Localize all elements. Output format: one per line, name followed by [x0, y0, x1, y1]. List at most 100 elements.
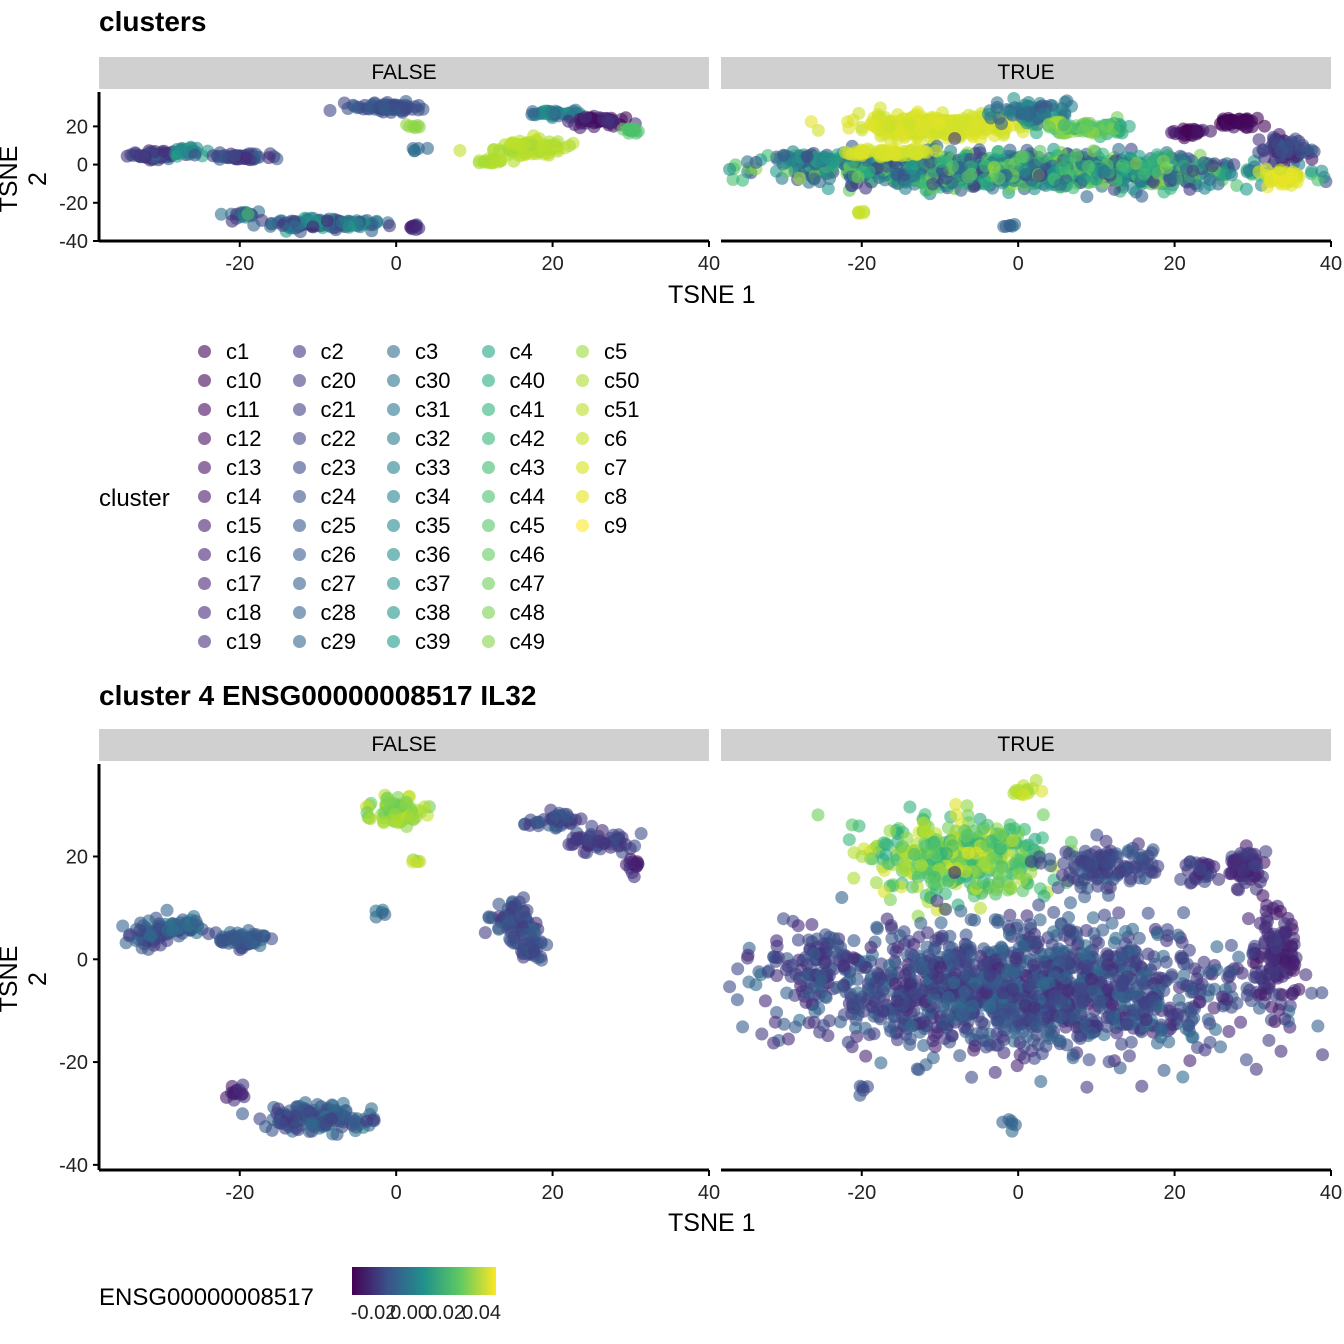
- plot2-true-point: [994, 827, 1008, 841]
- plot2-true-point: [877, 885, 891, 899]
- plot2-false-point: [214, 934, 228, 948]
- plot1-false-point: [365, 224, 379, 238]
- plot2-false-point: [403, 810, 417, 824]
- plot2-true-point: [855, 849, 869, 863]
- plot2-true-point: [919, 825, 932, 839]
- plot2-true-point: [960, 828, 974, 842]
- plot2-true-point: [934, 916, 948, 930]
- plot2-true-point: [1004, 878, 1017, 892]
- plot2-true-point: [1113, 864, 1127, 878]
- plot2-true-point: [907, 938, 921, 951]
- plot2-true-point: [802, 1016, 816, 1030]
- plot2-true-point: [1160, 934, 1174, 948]
- plot1-false-point: [157, 144, 171, 158]
- plot2-true-point: [967, 1043, 981, 1057]
- plot2-false-point: [160, 903, 174, 917]
- plot2-true-point: [1047, 905, 1061, 919]
- plot2-true-point: [1183, 1054, 1197, 1068]
- plot1-x-tick-label: -20: [847, 253, 876, 275]
- plot2-y-tick-label: -40: [59, 1155, 88, 1177]
- plot2-true-point: [1177, 906, 1191, 920]
- plot2-true-point: [974, 901, 987, 915]
- plot2-true-point: [730, 993, 744, 1007]
- plot2-true-point: [1021, 838, 1035, 852]
- plot2-false-points: [116, 788, 648, 1141]
- plot2-true-point: [903, 800, 917, 814]
- plot2-false-point: [492, 897, 506, 911]
- plot1-false-point: [377, 101, 391, 115]
- plot1-false-point: [383, 219, 396, 233]
- plot2-true-point: [1051, 881, 1065, 895]
- plot2-false-point: [569, 833, 583, 847]
- plot2-true-point: [915, 858, 928, 872]
- plot2-true-point: [1044, 859, 1057, 873]
- plot1-false-point: [288, 219, 301, 233]
- plot1-y-tick-label: 20: [66, 116, 88, 138]
- plot2-true-point: [736, 1020, 750, 1034]
- plot2-false-point: [346, 1111, 360, 1125]
- plot2-false-point: [271, 1102, 285, 1116]
- plot2-true-point: [980, 838, 994, 852]
- plot2-y-tick-label: 0: [77, 949, 88, 971]
- plot1-x-tick-label: -20: [225, 253, 254, 275]
- plot2-true-point: [1009, 785, 1023, 799]
- plot1-strip-true: TRUE: [721, 57, 1331, 89]
- plot2-true-point: [961, 846, 975, 860]
- plot2-true-point: [953, 1049, 967, 1063]
- plot2-x-tick-label: 40: [698, 1182, 720, 1204]
- plot1-y-tick-label: -40: [59, 231, 88, 253]
- plot2-false-point: [166, 923, 179, 937]
- plot2-false-point: [364, 812, 377, 826]
- plot2-false-point: [142, 914, 156, 928]
- plot2-true-point: [1180, 957, 1194, 971]
- plot2-y-tick-label: 20: [66, 847, 88, 869]
- plot2-y-tick-label: -20: [59, 1052, 88, 1074]
- plot2-false-point: [250, 928, 264, 942]
- plot2-true-point: [859, 1049, 873, 1063]
- plot2-true-point: [1315, 986, 1329, 1000]
- plot2-true-point: [1059, 845, 1073, 859]
- plot1-false-point: [136, 149, 149, 163]
- plot1-false-point: [348, 99, 362, 113]
- plot2-true-point: [755, 1027, 769, 1041]
- plot1-false-point: [262, 151, 276, 165]
- plot2-true-point: [939, 902, 953, 916]
- plot2-false-point: [232, 1083, 246, 1097]
- plot2-false-point: [527, 944, 541, 958]
- plot2-false-point: [591, 834, 605, 848]
- plot2-false-point: [531, 815, 545, 829]
- plot2-false-point: [360, 1114, 374, 1128]
- plot2-false-point: [517, 904, 531, 918]
- plot2-false-point: [202, 927, 216, 941]
- plot2-true-point: [1190, 972, 1204, 986]
- plot2-false-point: [505, 901, 519, 915]
- plot2-false-point: [406, 855, 420, 869]
- plot1-false-point: [247, 218, 261, 232]
- plot1-title: clusters: [99, 6, 207, 37]
- plot2-true-point: [1079, 858, 1093, 872]
- plot2-true-point: [1047, 925, 1061, 939]
- plot1-x-tick-label: 40: [698, 253, 720, 275]
- plot2-true-point: [1122, 1049, 1136, 1063]
- plot2-true-point: [994, 842, 1008, 856]
- plot1-y-tick-label: 0: [77, 155, 88, 177]
- plot1-x-tick-label: 0: [1013, 253, 1024, 275]
- plot2-true-point: [1091, 879, 1105, 893]
- plot2-true-point: [852, 819, 866, 833]
- plot2-true-point: [991, 880, 1005, 894]
- plot2-false-point: [259, 1120, 273, 1134]
- plot1-false-point: [216, 150, 230, 163]
- plot2-false-point: [378, 908, 392, 921]
- plot2-true-point: [1214, 1040, 1227, 1054]
- plot1-false-point: [239, 151, 253, 165]
- plot2-x-tick-label: -20: [847, 1182, 876, 1204]
- plot2-true-point: [835, 891, 849, 904]
- plot2-true-point: [970, 877, 984, 891]
- plot2-false-point: [418, 800, 432, 814]
- plot2-true-point: [780, 986, 794, 1000]
- plot2-false-point: [189, 914, 203, 928]
- plot2-false-point: [630, 855, 644, 869]
- plot2-true-point: [1124, 1035, 1138, 1049]
- plot2-true-point: [723, 980, 737, 994]
- plot2-true-point: [1086, 911, 1100, 925]
